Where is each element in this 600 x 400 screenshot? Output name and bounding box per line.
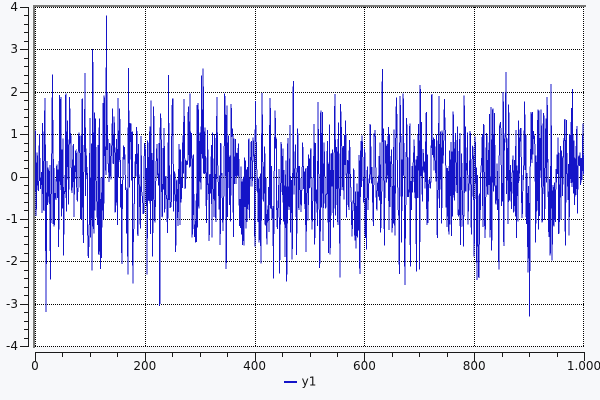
y-tick-2.2 [24,83,29,85]
y-tick-3.0 [20,49,29,51]
y-tick-1.8 [24,100,29,102]
x-tick-750 [446,352,448,357]
y-tick-label-0: 0 [10,169,18,184]
y-tick--1.2 [24,227,29,229]
y-tick-2.8 [24,57,29,59]
plot-frame-top-edge [33,5,586,7]
y-tick-label--2: -2 [6,254,18,269]
gridline-y--3 [35,303,584,305]
y-tick-1.4 [24,117,29,119]
series-path-y1 [35,15,584,317]
x-tick-0 [35,352,36,361]
y-tick-label--4: -4 [6,339,18,353]
y-tick-0.2 [24,168,29,170]
x-tick-200 [144,352,146,361]
y-tick-3.8 [24,15,29,17]
x-tick-50 [62,352,64,357]
x-tick-550 [336,352,338,357]
y-tick-label--1: -1 [6,211,18,226]
y-tick-label-3: 3 [10,42,18,57]
y-tick-4.0 [20,7,29,8]
y-tick-0.0 [20,176,29,178]
y-tick-label-4: 4 [10,0,18,14]
y-tick--2.4 [24,278,29,280]
legend-line-marker-icon [283,380,297,383]
y-tick--3.6 [24,329,29,331]
gridline-y--1 [35,218,584,220]
y-tick--3.8 [24,337,29,339]
y-tick--0.4 [24,193,29,195]
x-tick-300 [199,352,201,357]
y-tick-label-2: 2 [10,84,18,99]
x-tick-label-1000: 1.000 [566,359,600,373]
x-tick-600 [364,352,366,361]
y-tick-0.4 [24,159,29,161]
gridline-x-1000 [583,7,584,346]
y-tick--4.0 [20,346,29,347]
x-tick-850 [501,352,503,357]
x-tick-label-0: 0 [31,359,39,373]
y-tick--0.8 [24,210,29,212]
x-tick-label-800: 800 [462,359,486,373]
series-canvas [35,7,584,346]
y-tick--3.0 [20,303,29,305]
gridline-y--4 [35,346,584,347]
y-tick-label--3: -3 [6,296,18,311]
chart-legend: y1 [0,374,600,389]
gridline-y-1 [35,134,584,136]
x-tick-500 [309,352,311,357]
x-tick-1000 [584,352,585,361]
y-tick--2.2 [24,269,29,271]
y-tick--2.6 [24,286,29,288]
x-tick-650 [391,352,393,357]
series-y1-line [35,15,584,317]
y-tick--1.6 [24,244,29,246]
x-tick-label-400: 400 [243,359,267,373]
x-tick-label-600: 600 [352,359,376,373]
x-tick-400 [254,352,256,361]
legend-label-y1: y1 [301,374,317,389]
y-tick-3.6 [24,23,29,25]
plot-frame-left-edge [33,5,35,348]
x-tick-900 [529,352,531,357]
y-tick-1.2 [24,125,29,127]
y-tick--1.8 [24,252,29,254]
x-tick-label-200: 200 [133,359,157,373]
x-tick-350 [227,352,229,357]
gridline-y-3 [35,49,584,51]
y-tick-2.4 [24,74,29,76]
y-tick-2.6 [24,66,29,68]
x-tick-950 [556,352,558,357]
y-tick--1.0 [20,218,29,220]
y-tick-0.8 [24,142,29,144]
y-tick-1.6 [24,108,29,110]
y-tick--3.4 [24,320,29,322]
x-tick-150 [117,352,119,357]
plot-area [35,7,584,347]
x-tick-250 [172,352,174,357]
y-tick--0.6 [24,201,29,203]
y-tick--0.2 [24,184,29,186]
x-tick-800 [474,352,476,361]
y-tick-3.4 [24,32,29,34]
gridline-y-2 [35,91,584,93]
x-tick-450 [282,352,284,357]
gridline-y--2 [35,261,584,263]
y-tick--2.0 [20,261,29,263]
y-tick--2.8 [24,295,29,297]
y-tick--1.4 [24,235,29,237]
gridline-y-4 [35,7,584,8]
y-tick-2.0 [20,91,29,93]
y-tick-label-1: 1 [10,127,18,142]
y-tick-1.0 [20,134,29,136]
x-tick-700 [419,352,421,357]
y-tick-0.6 [24,151,29,153]
y-tick-3.2 [24,40,29,42]
x-tick-100 [89,352,91,357]
y-tick--3.2 [24,312,29,314]
